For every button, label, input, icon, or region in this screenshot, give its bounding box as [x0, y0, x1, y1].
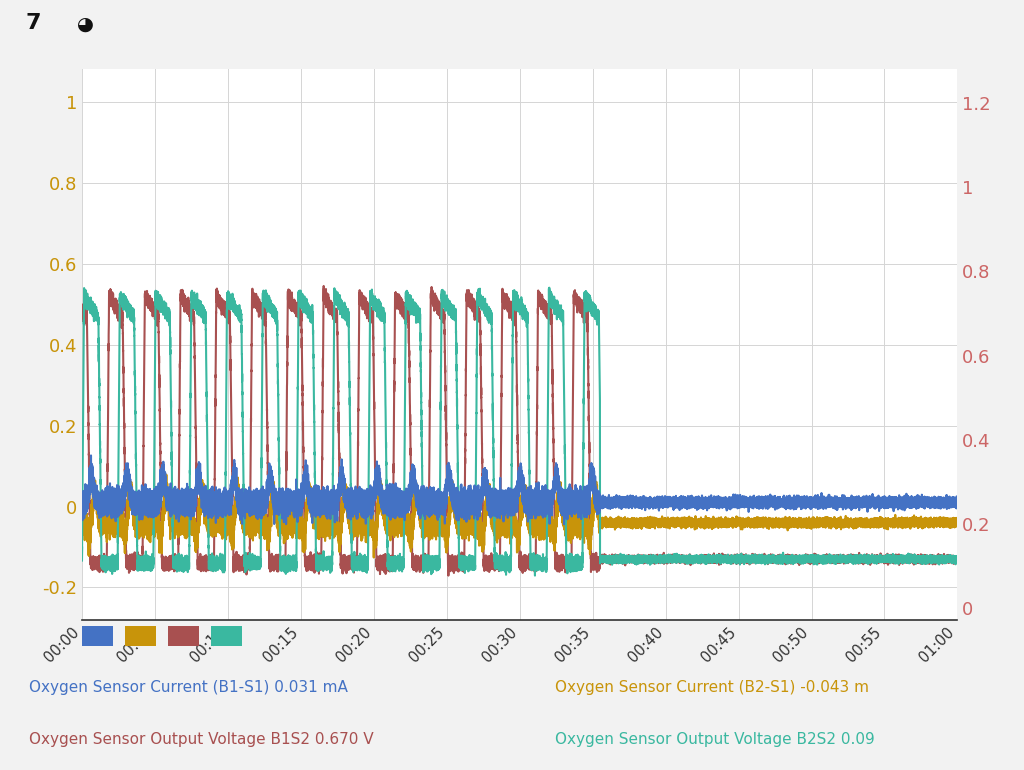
Text: Oxygen Sensor Current (B1-S1) 0.031 mA: Oxygen Sensor Current (B1-S1) 0.031 mA: [29, 680, 348, 695]
Text: Oxygen Sensor Current (B2-S1) -0.043 m: Oxygen Sensor Current (B2-S1) -0.043 m: [555, 680, 869, 695]
Bar: [82, 627, 113, 646]
Bar: [168, 627, 199, 646]
Text: Oxygen Sensor Output Voltage B1S2 0.670 V: Oxygen Sensor Output Voltage B1S2 0.670 …: [29, 732, 374, 747]
Text: 7: 7: [26, 13, 41, 33]
Bar: [125, 627, 156, 646]
Bar: [211, 627, 242, 646]
Text: ◕: ◕: [77, 15, 94, 34]
Text: Oxygen Sensor Output Voltage B2S2 0.09: Oxygen Sensor Output Voltage B2S2 0.09: [555, 732, 874, 747]
